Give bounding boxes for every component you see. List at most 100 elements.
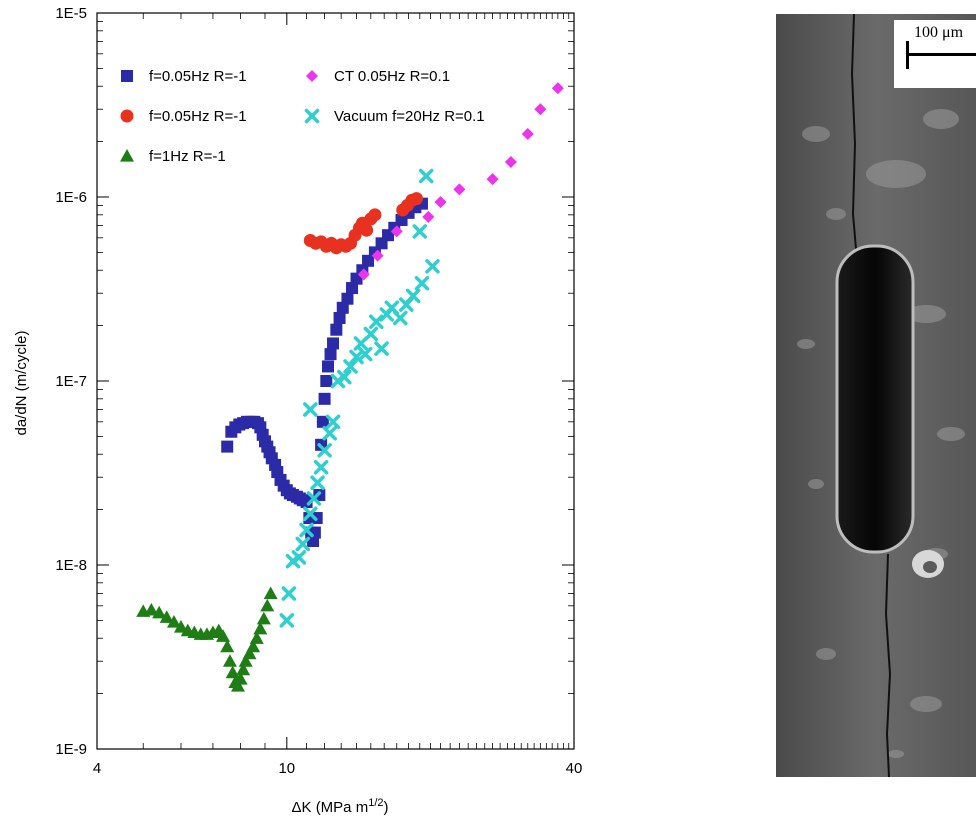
- data-point-diamond: [453, 183, 466, 196]
- data-point-triangle: [144, 602, 159, 616]
- data-point-triangle: [263, 586, 278, 600]
- y-axis-ticks: 1E-9 1E-8 1E-7 1E-6 1E-5: [55, 5, 574, 758]
- legend-marker-circle: [120, 109, 134, 123]
- scale-bar-end-tick: [906, 41, 909, 69]
- data-point-triangle: [230, 678, 245, 692]
- data-point-diamond: [521, 127, 534, 140]
- x-tick-label: 10: [278, 760, 295, 777]
- data-point-cross: [306, 491, 322, 506]
- data-point-cross: [295, 536, 311, 552]
- data-point-cross: [374, 341, 389, 356]
- data-point-triangle: [256, 611, 271, 625]
- sem-micrograph: [776, 14, 976, 777]
- data-point-diamond: [551, 82, 564, 95]
- data-point-square: [341, 292, 354, 305]
- series-1-circle: [303, 192, 423, 255]
- data-point-triangle: [222, 654, 237, 667]
- data-point-cross: [322, 426, 337, 441]
- legend-marker-cross: [304, 108, 320, 124]
- legend-label: Vacuum f=20Hz R=0.1: [334, 108, 485, 125]
- data-point-diamond: [390, 225, 403, 238]
- data-point-square: [327, 337, 340, 350]
- data-point-cross: [418, 168, 434, 184]
- data-point-cross: [405, 288, 421, 304]
- data-point-triangle: [249, 631, 264, 644]
- data-point-triangle: [236, 662, 251, 676]
- data-point-cross: [299, 522, 314, 538]
- legend-marker-triangle: [120, 149, 134, 162]
- data-point-triangle: [159, 610, 174, 623]
- data-point-cross: [279, 613, 295, 628]
- notch-hole: [835, 244, 915, 554]
- data-point-cross: [303, 506, 318, 521]
- data-point-square: [322, 360, 335, 373]
- data-point-cross: [369, 314, 384, 329]
- legend-label: CT 0.05Hz R=0.1: [334, 68, 450, 85]
- y-tick-label: 1E-7: [55, 373, 87, 390]
- data-point-triangle: [242, 646, 257, 660]
- series-2-triangle: [136, 586, 278, 692]
- x-axis-title-main: ΔK (MPa m: [292, 799, 369, 816]
- data-point-triangle: [246, 639, 261, 653]
- data-point-cross: [425, 259, 440, 274]
- x-axis-title-sup: 1/2: [368, 797, 383, 809]
- y-axis-title: da/dN (m/cycle): [13, 330, 30, 435]
- data-point-triangle: [166, 615, 181, 628]
- data-point-circle: [360, 223, 374, 237]
- data-markers: [136, 82, 564, 692]
- data-point-square: [333, 311, 346, 324]
- series-3-diamond: [357, 82, 564, 281]
- data-point-cross: [313, 459, 329, 475]
- data-point-square: [330, 323, 343, 336]
- x-axis-title-close: ): [384, 799, 389, 816]
- debris-particle-core: [923, 561, 937, 573]
- data-point-square: [316, 415, 329, 428]
- data-point-circle: [368, 208, 382, 222]
- y-tick-label: 1E-5: [55, 5, 87, 22]
- series-4-cross: [279, 168, 440, 628]
- data-point-triangle: [152, 605, 167, 619]
- x-axis-ticks: 4 10 40: [93, 13, 582, 777]
- data-point-square: [221, 440, 234, 453]
- data-point-cross: [281, 586, 297, 601]
- data-point-cross: [330, 373, 346, 389]
- data-point-cross: [393, 310, 408, 326]
- data-point-diamond: [357, 268, 370, 281]
- data-point-square: [318, 392, 331, 405]
- data-point-diamond: [422, 210, 435, 223]
- y-tick-label: 1E-9: [55, 741, 87, 758]
- data-point-cross: [325, 414, 341, 430]
- legend-label: f=1Hz R=-1: [149, 148, 226, 165]
- x-tick-label: 4: [93, 760, 101, 777]
- data-point-cross: [317, 443, 332, 458]
- data-point-diamond: [371, 249, 384, 262]
- data-point-triangle: [238, 654, 253, 667]
- data-point-cross: [310, 475, 325, 490]
- data-point-cross: [303, 402, 318, 417]
- legend-marker-diamond: [306, 70, 318, 82]
- data-point-diamond: [534, 103, 547, 116]
- surface-speckles: [797, 109, 965, 758]
- legend: f=0.05Hz R=-1 f=0.05Hz R=-1 f=1Hz R=-1 CT 0…: [120, 68, 485, 165]
- legend-marker-square: [121, 70, 133, 82]
- x-axis-title: ΔK (MPa m1/2): [292, 797, 389, 816]
- data-point-cross: [414, 275, 430, 291]
- data-point-triangle: [173, 620, 188, 633]
- data-point-square: [336, 301, 349, 314]
- data-point-cross: [343, 359, 358, 374]
- data-point-diamond: [434, 195, 447, 208]
- y-tick-label: 1E-6: [55, 189, 87, 206]
- data-point-cross: [412, 224, 428, 239]
- data-point-triangle: [225, 665, 240, 679]
- crack-line: [850, 14, 892, 777]
- data-point-diamond: [504, 155, 517, 168]
- data-point-cross: [363, 326, 379, 342]
- data-point-triangle: [220, 639, 235, 653]
- data-point-triangle: [233, 672, 248, 685]
- data-point-triangle: [260, 598, 275, 612]
- data-point-triangle: [216, 629, 231, 642]
- data-point-square: [320, 375, 333, 387]
- data-point-cross: [291, 550, 307, 565]
- data-point-square: [346, 282, 359, 295]
